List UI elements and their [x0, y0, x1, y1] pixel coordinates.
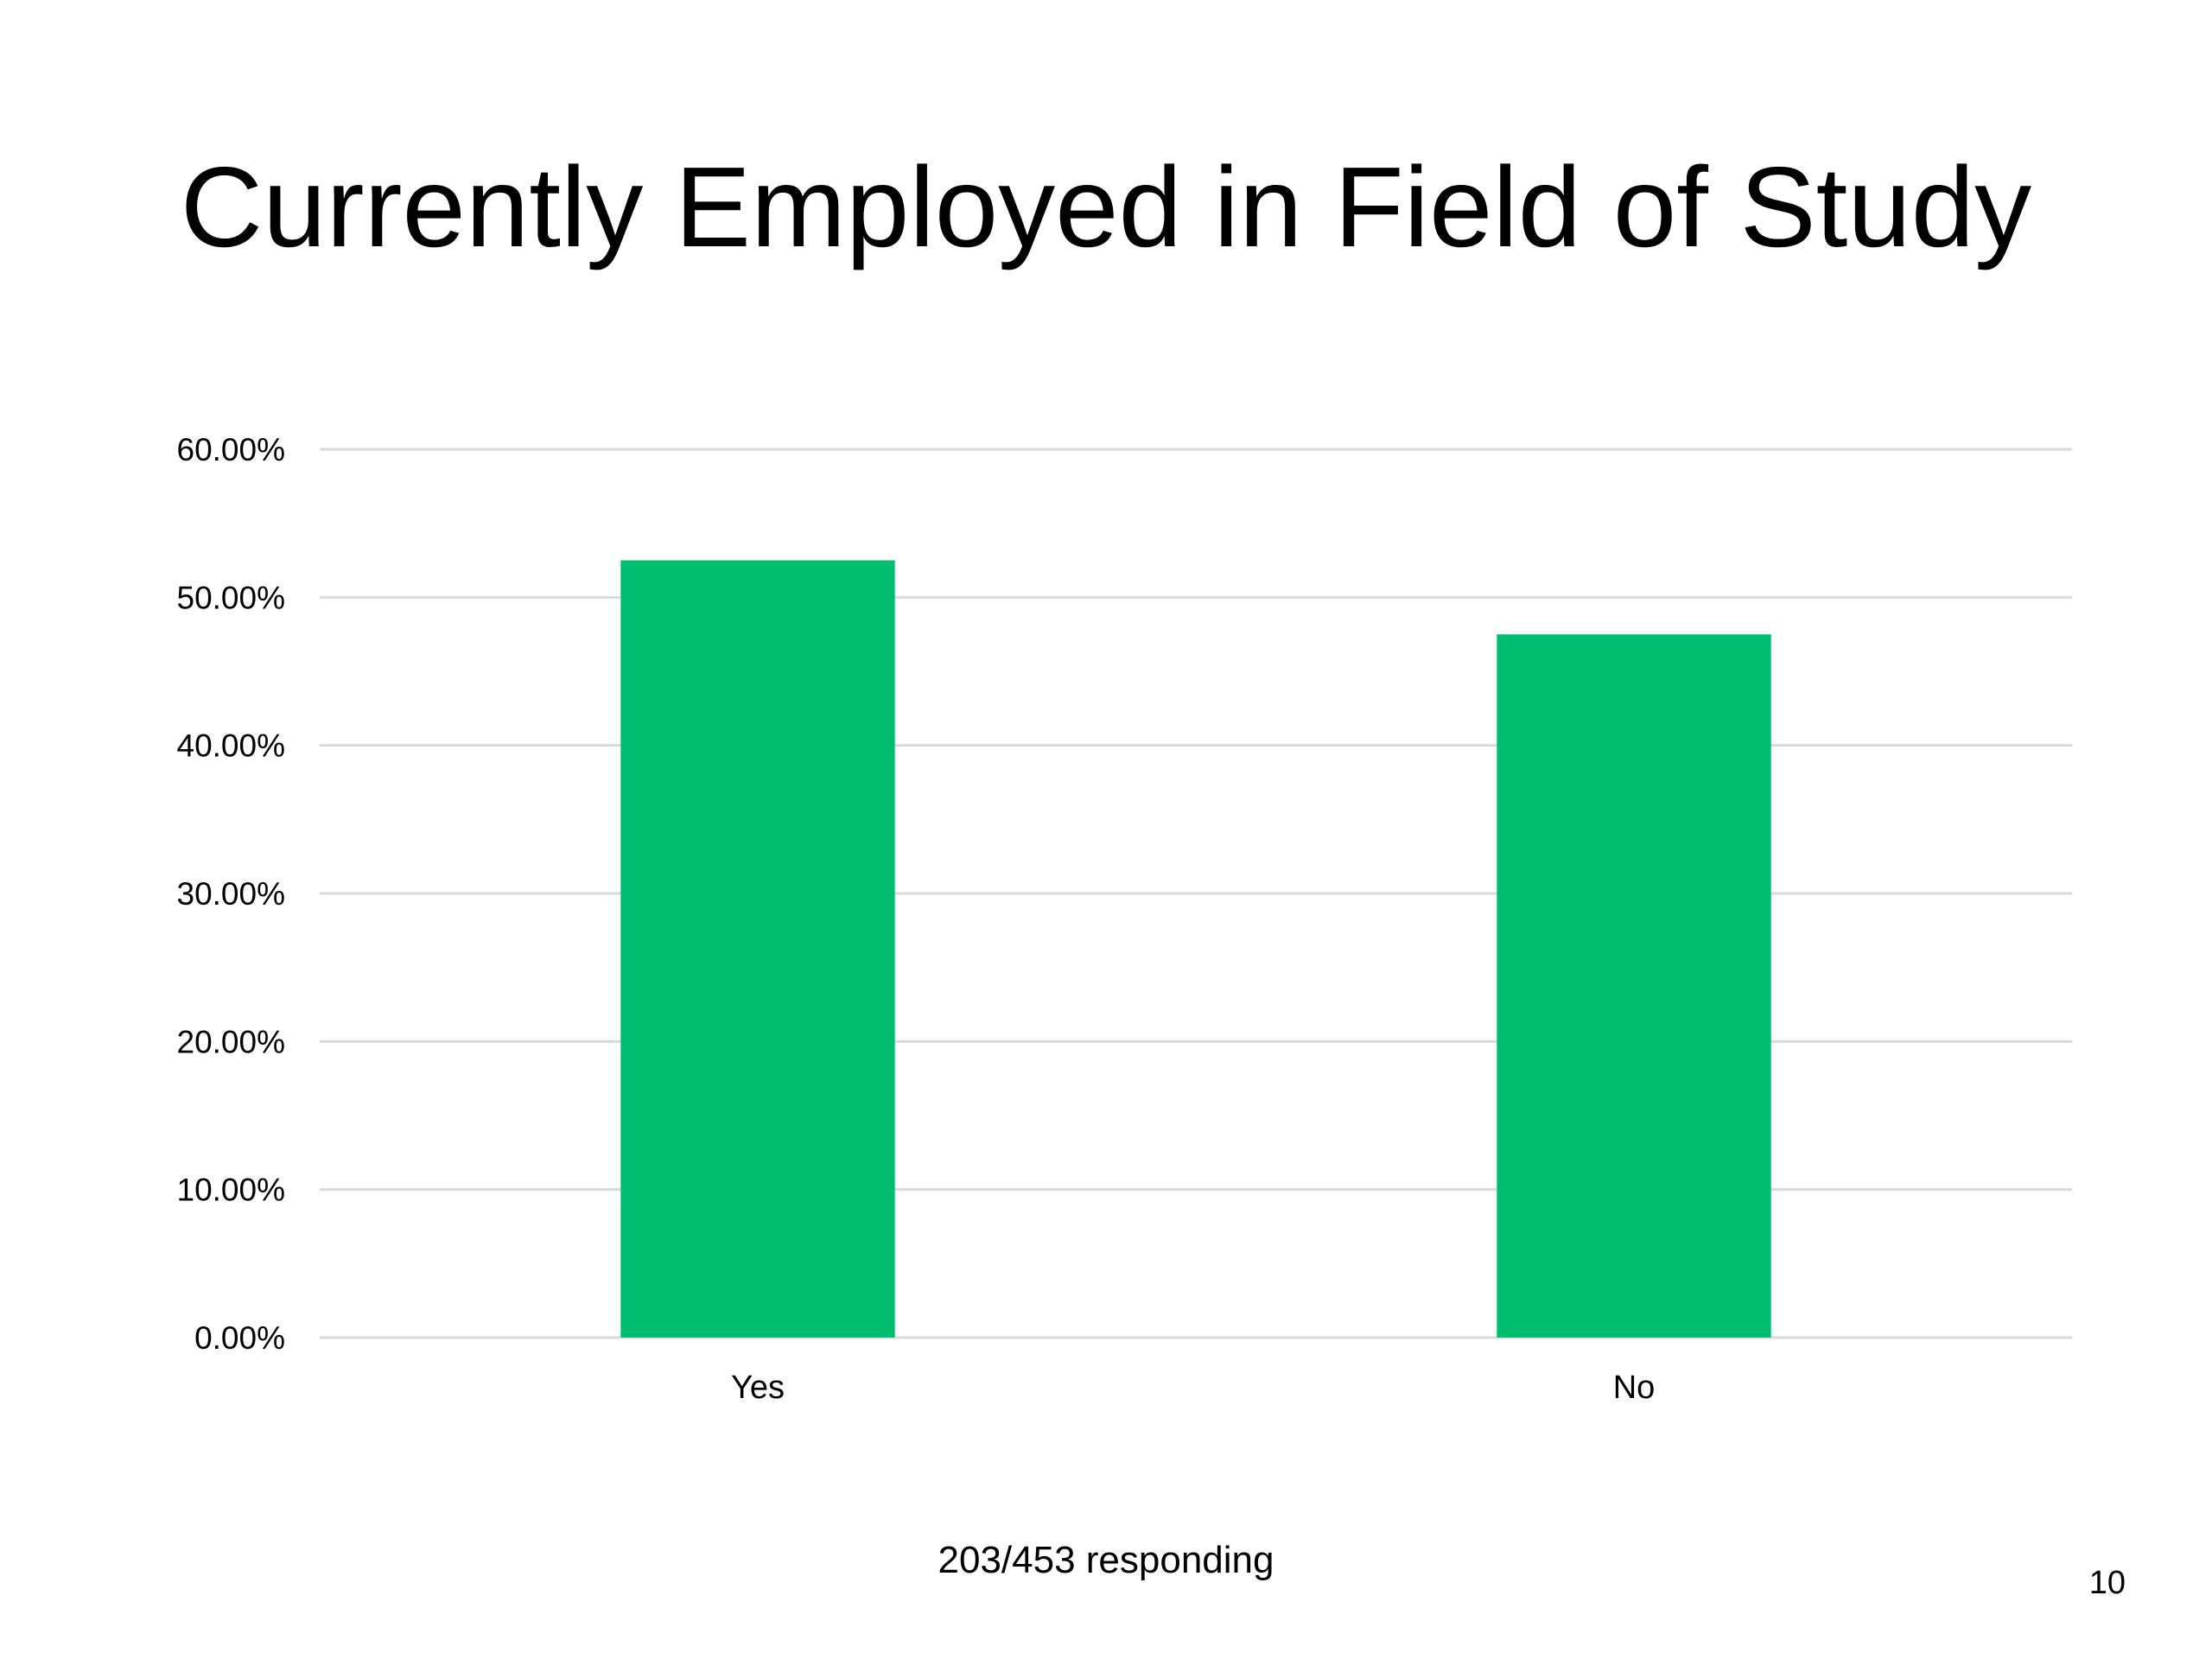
y-tick-label: 20.00% — [177, 1024, 286, 1059]
slide-title: Currently Employed in Field of Study — [180, 143, 2032, 270]
bars — [620, 560, 1771, 1338]
y-tick-label: 40.00% — [177, 728, 286, 764]
x-tick-label: No — [1613, 1370, 1656, 1406]
y-tick-label: 50.00% — [177, 580, 286, 615]
y-tick-label: 10.00% — [177, 1173, 286, 1208]
response-count-note: 203/453 responding — [938, 1539, 1274, 1581]
bar-no — [1497, 634, 1771, 1338]
bar-yes — [620, 560, 895, 1338]
y-tick-label: 0.00% — [194, 1320, 285, 1356]
slide-number: 10 — [2088, 1565, 2126, 1601]
x-tick-label: Yes — [731, 1370, 785, 1406]
y-axis-tick-labels: 0.00% 10.00% 20.00% 30.00% 40.00% 50.00% 60.00… — [177, 432, 286, 1356]
x-axis-tick-labels: Yes No — [731, 1370, 1655, 1406]
gridlines — [320, 448, 2072, 1339]
y-tick-label: 60.00% — [177, 432, 286, 467]
y-tick-label: 30.00% — [177, 876, 286, 912]
